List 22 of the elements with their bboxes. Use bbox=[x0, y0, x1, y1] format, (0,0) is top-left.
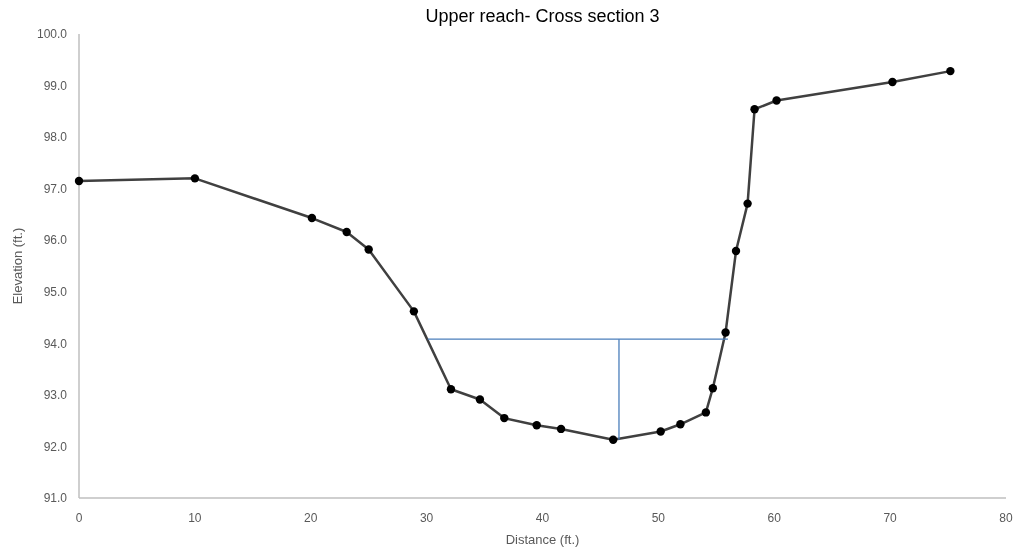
chart-title: Upper reach- Cross section 3 bbox=[425, 6, 660, 26]
y-tick-label: 95.0 bbox=[43, 284, 68, 299]
y-tick-label: 100.0 bbox=[36, 27, 68, 42]
x-axis-title: Distance (ft.) bbox=[505, 532, 580, 547]
x-tick-label: 10 bbox=[188, 511, 202, 525]
x-tick-label: 20 bbox=[304, 511, 318, 525]
y-tick-label: 99.0 bbox=[43, 78, 68, 93]
y-tick-label: 91.0 bbox=[43, 491, 68, 506]
y-tick-label: 97.0 bbox=[43, 181, 68, 196]
y-tick-label: 93.0 bbox=[43, 388, 68, 403]
x-tick-label: 30 bbox=[419, 511, 434, 525]
x-tick-label: 40 bbox=[535, 511, 550, 525]
y-tick-label: 92.0 bbox=[43, 439, 68, 454]
x-tick-label: 0 bbox=[75, 511, 83, 525]
y-axis-title: Elevation (ft.) bbox=[10, 227, 25, 305]
y-tick-label: 96.0 bbox=[43, 233, 68, 248]
x-tick-label: 50 bbox=[651, 511, 666, 525]
y-tick-label: 98.0 bbox=[43, 130, 68, 145]
x-tick-label: 80 bbox=[999, 511, 1013, 525]
x-tick-label: 60 bbox=[767, 511, 782, 525]
x-tick-label: 70 bbox=[883, 511, 898, 525]
y-tick-label: 94.0 bbox=[43, 336, 68, 351]
